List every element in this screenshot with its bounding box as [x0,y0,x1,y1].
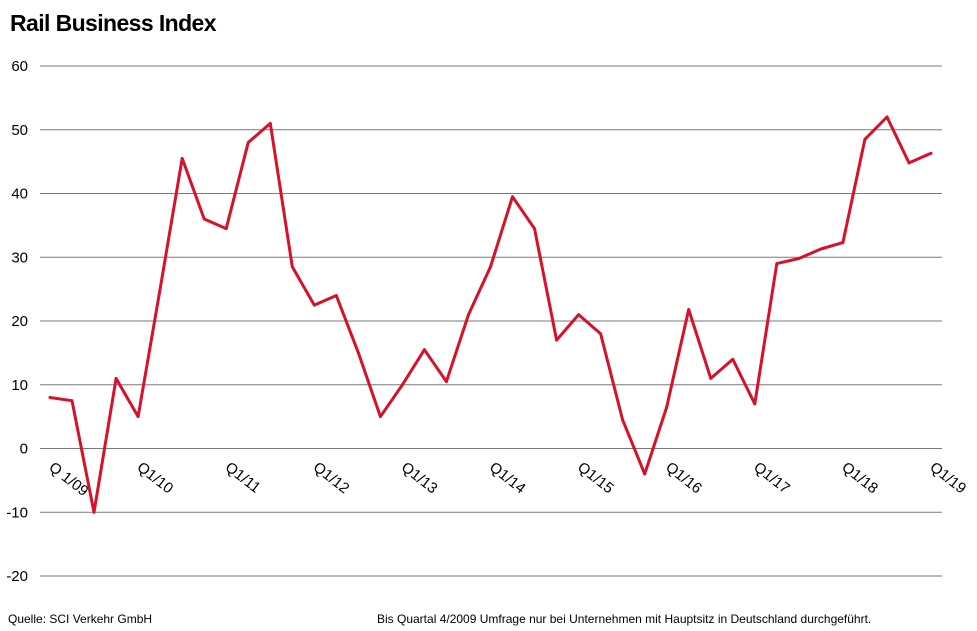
data-point [445,380,448,383]
data-point [180,157,184,160]
x-tick-label: Q1/17 [750,459,793,498]
data-point [114,376,118,380]
data-point [643,472,647,476]
y-tick-label: 40 [11,186,28,203]
data-point [599,332,603,336]
source-note: Quelle: SCI Verkehr GmbH [8,612,153,626]
data-point [533,227,536,230]
data-point [511,195,514,199]
x-tick-label: Q1/10 [134,459,177,498]
x-tick-label: Q1/14 [486,459,529,498]
y-tick-label: 60 [11,58,28,75]
y-tick-label: 50 [11,122,28,139]
y-tick-label: -10 [6,504,28,521]
data-point [136,415,140,419]
data-point [224,227,228,230]
x-axis-ticks: Q 1/09 Q1/10 Q1/11 Q1/12 Q1/13 Q1/14 Q1/15 Q1/1… [46,459,970,500]
data-point [70,399,74,403]
data-point [841,241,845,244]
footnote: Bis Quartal 4/2009 Umfrage nur bei Unter… [377,612,872,626]
data-point [885,115,889,119]
y-axis-ticks: -20 -10 0 10 20 30 40 50 60 [6,58,28,585]
y-tick-label: 10 [11,377,28,394]
data-point [665,405,669,409]
data-point [467,313,470,317]
x-tick-label: Q1/13 [398,459,441,498]
y-tick-label: 30 [11,249,28,266]
data-point [312,303,316,307]
data-point [731,357,735,361]
x-tick-label: Q1/11 [222,459,264,497]
gridlines [40,65,942,577]
data-point [797,257,801,260]
y-tick-label: 0 [20,441,28,458]
x-tick-label: Q1/19 [927,459,970,498]
data-point [819,247,823,251]
data-point [158,287,162,291]
data-point [687,308,691,311]
chart-title: Rail Business Index [10,10,217,36]
data-point [775,262,779,266]
data-point [334,294,338,297]
data-point [202,217,206,221]
data-point [92,510,96,514]
data-point [621,418,625,422]
data-point [423,348,426,352]
data-point [709,376,713,380]
data-point [577,313,580,317]
x-tick-label: Q1/16 [662,459,705,498]
data-point [489,265,492,269]
data-point [246,141,250,144]
data-point [48,396,52,399]
data-point [555,338,558,342]
data-point [753,402,757,406]
data-point [268,121,272,125]
x-tick-label: Q1/12 [310,459,353,498]
series-line [48,115,933,514]
data-point [907,161,911,165]
y-tick-label: -20 [6,568,28,585]
data-point [401,383,404,387]
data-point [356,351,360,355]
data-point [290,265,294,269]
data-point [863,137,867,141]
series-layer [48,115,933,514]
data-point [929,151,933,155]
y-tick-label: 20 [11,313,28,330]
x-tick-label: Q1/18 [838,459,881,498]
x-tick-label: Q1/15 [574,459,617,498]
data-point [378,415,382,419]
